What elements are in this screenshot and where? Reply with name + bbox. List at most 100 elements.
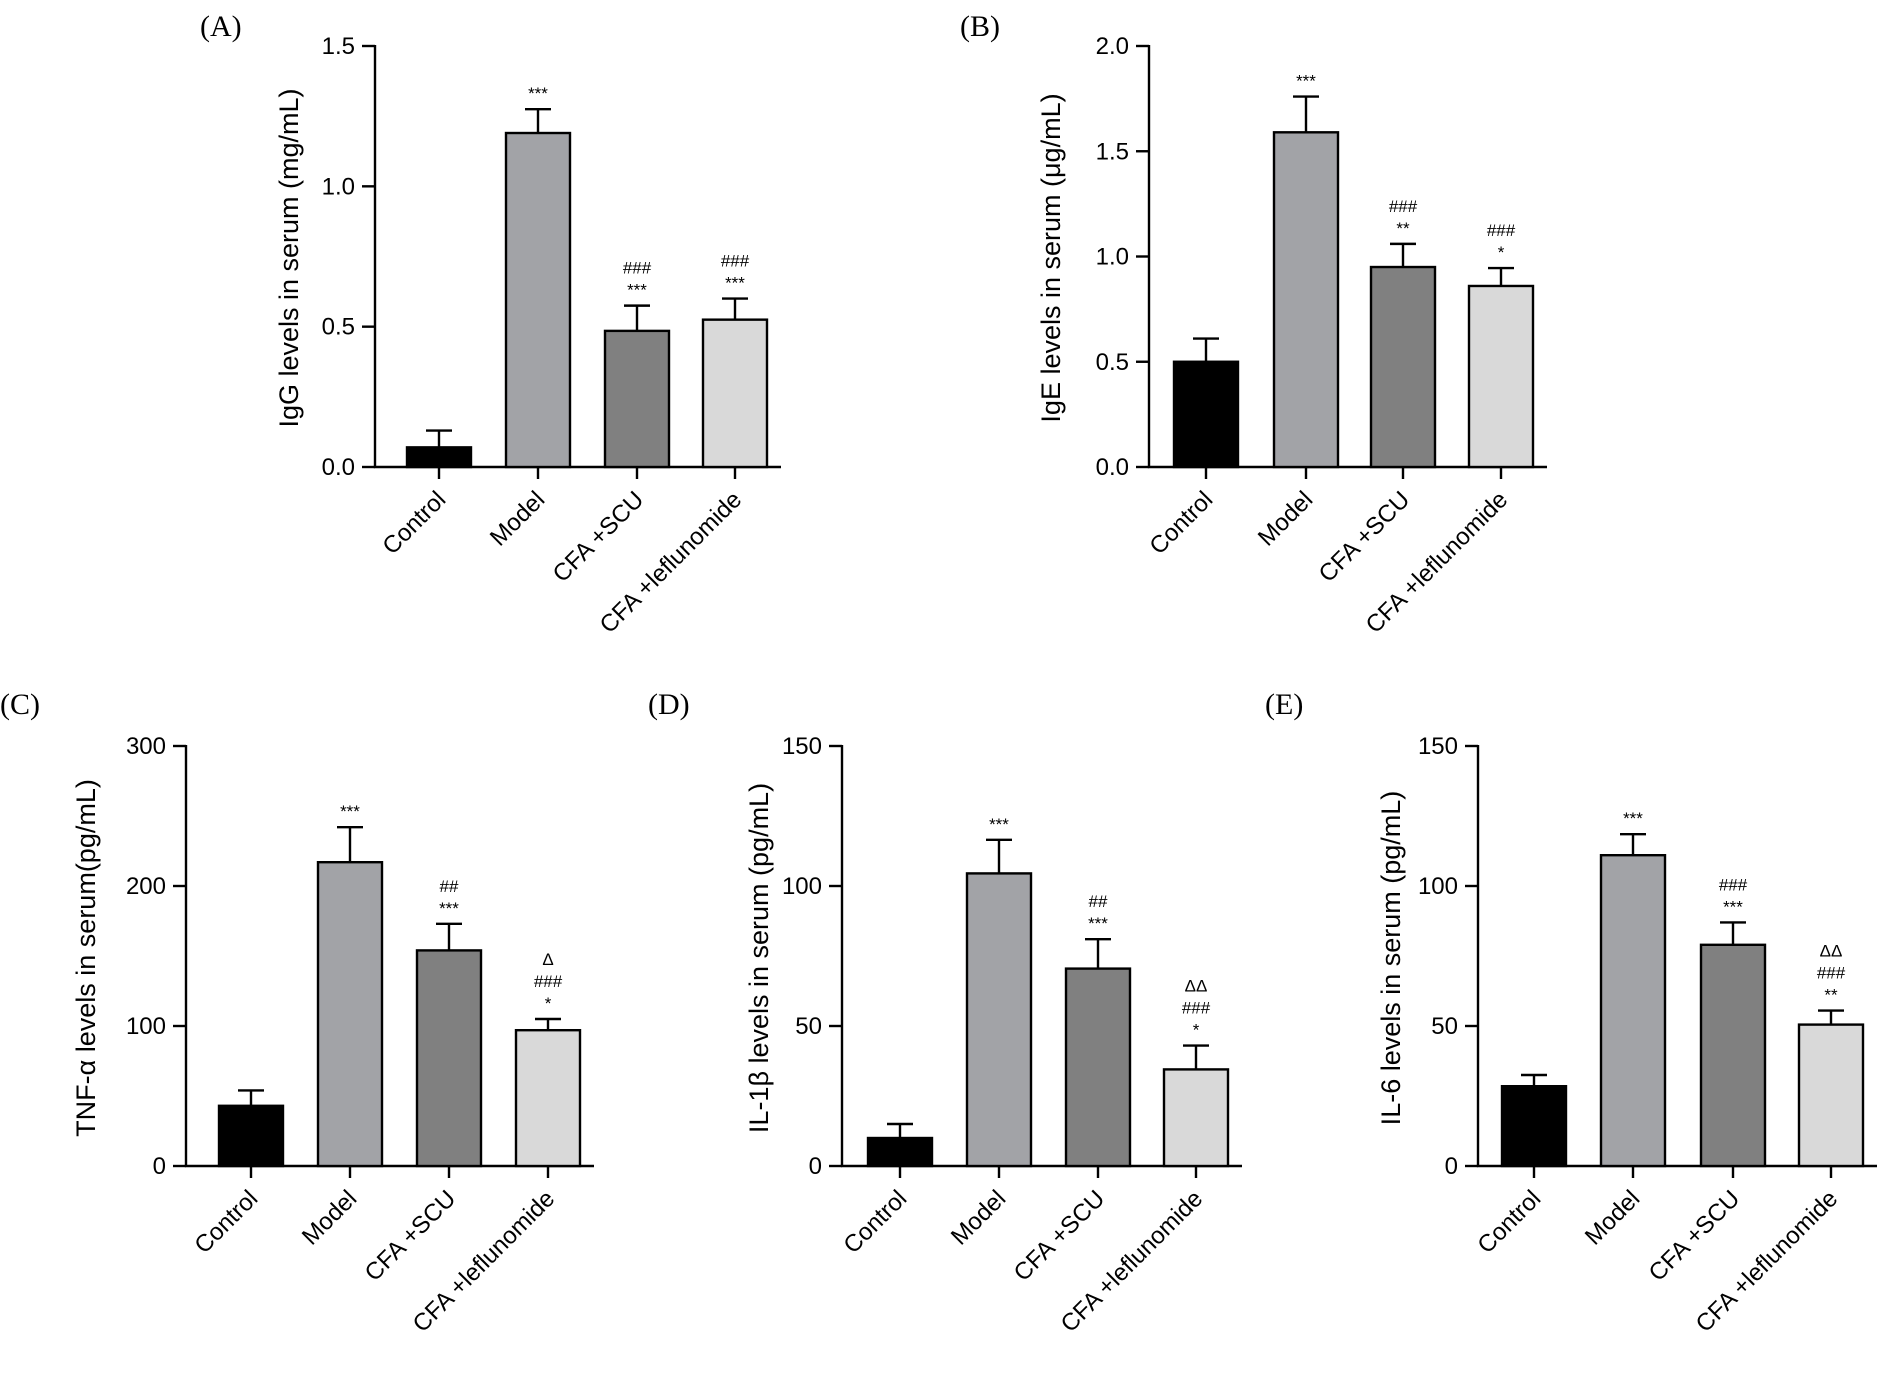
y-tick-label: 0: [153, 1153, 166, 1180]
significance-annotation: Δ: [542, 950, 553, 969]
bar: [1172, 360, 1240, 469]
significance-annotation: ***: [340, 802, 360, 821]
significance-annotation: ###: [1487, 221, 1516, 240]
category-label: CFA +SCU: [1644, 1185, 1746, 1287]
category-label: Model: [485, 486, 550, 551]
y-tick-label: 100: [126, 1013, 166, 1040]
category-label: Model: [946, 1185, 1011, 1250]
y-axis-label: IL-6 levels in serum (pg/mL): [1376, 791, 1406, 1126]
y-tick-label: 50: [1431, 1013, 1458, 1040]
bar: [1699, 943, 1767, 1168]
y-tick-label: 1.5: [322, 33, 355, 60]
bar: [866, 1136, 934, 1168]
bar: [1467, 284, 1535, 469]
significance-annotation: ΔΔ: [1185, 977, 1208, 996]
significance-annotation: ***: [439, 899, 459, 918]
y-tick-label: 0: [1445, 1153, 1458, 1180]
category-label: Control: [189, 1185, 263, 1259]
y-tick-label: 50: [795, 1013, 822, 1040]
bar: [1162, 1068, 1230, 1168]
y-tick-label: 1.0: [322, 173, 355, 200]
significance-annotation: **: [1396, 219, 1410, 238]
y-tick-label: 150: [782, 733, 822, 760]
y-tick-label: 0.0: [1096, 454, 1129, 481]
category-label: CFA +SCU: [1009, 1185, 1111, 1287]
y-tick-label: 0.0: [322, 454, 355, 481]
y-axis-label: IgE levels in serum (μg/mL): [1036, 93, 1066, 422]
significance-annotation: ***: [1623, 809, 1643, 828]
y-tick-label: 200: [126, 873, 166, 900]
y-tick-label: 1.0: [1096, 244, 1129, 271]
chart-panel-a: (A) 0.0 0.5 1.0 1.5 IgG levels in serum (mg/m…: [200, 10, 781, 639]
category-label: Model: [297, 1185, 362, 1250]
chart-panel-d: (D) 0 50 100 150 IL-1β levels in serum (pg/mL…: [648, 688, 1242, 1338]
significance-annotation: ***: [1723, 897, 1743, 916]
y-axis-label: TNF-α levels in serum(pg/mL): [71, 779, 101, 1137]
significance-annotation: ΔΔ: [1820, 942, 1843, 961]
y-tick-label: 300: [126, 733, 166, 760]
y-tick-label: 0.5: [1096, 349, 1129, 376]
y-axis-label: IgG levels in serum (mg/mL): [274, 88, 304, 427]
significance-annotation: *: [1498, 243, 1505, 262]
y-axis-label: IL-1β levels in serum (pg/mL): [744, 783, 774, 1133]
panel-label: (B): [960, 10, 1000, 43]
y-tick-label: 1.5: [1096, 138, 1129, 165]
significance-annotation: ***: [725, 274, 745, 293]
bar: [1797, 1023, 1865, 1168]
bar: [1599, 854, 1667, 1168]
category-label: CFA +SCU: [360, 1185, 462, 1287]
bar: [965, 872, 1033, 1168]
bar: [405, 446, 473, 469]
y-tick-label: 0.5: [322, 314, 355, 341]
bar: [1369, 265, 1437, 469]
significance-annotation: ###: [534, 972, 563, 991]
category-label: Model: [1580, 1185, 1645, 1250]
significance-annotation: ###: [1389, 197, 1418, 216]
bar: [603, 329, 671, 469]
chart-panel-b: (B) 0.0 0.5 1.0 1.5 2.0 IgE levels in serum (μ…: [960, 10, 1547, 639]
category-label: Model: [1253, 486, 1318, 551]
bar: [701, 318, 769, 469]
y-tick-label: 150: [1418, 733, 1458, 760]
panel-label: (D): [648, 688, 690, 721]
bar: [514, 1028, 582, 1168]
bar: [504, 131, 572, 469]
y-tick-label: 100: [1418, 873, 1458, 900]
significance-annotation: *: [545, 994, 552, 1013]
category-label: Control: [377, 486, 451, 560]
category-label: Control: [838, 1185, 912, 1259]
bar: [316, 861, 384, 1168]
category-label: Control: [1472, 1185, 1546, 1259]
bar: [1500, 1084, 1568, 1168]
bar: [217, 1104, 285, 1168]
significance-annotation: **: [1824, 986, 1838, 1005]
panel-label: (A): [200, 10, 242, 43]
significance-annotation: ###: [1182, 999, 1211, 1018]
category-label: CFA +SCU: [1314, 486, 1416, 588]
significance-annotation: ###: [623, 259, 652, 278]
significance-annotation: ***: [1088, 914, 1108, 933]
significance-annotation: ***: [627, 281, 647, 300]
y-tick-label: 2.0: [1096, 33, 1129, 60]
chart-panel-e: (E) 0 50 100 150 IL-6 levels in serum (pg/mL)…: [1265, 688, 1877, 1338]
category-label: Control: [1144, 486, 1218, 560]
significance-annotation: *: [1193, 1021, 1200, 1040]
significance-annotation: ***: [989, 815, 1009, 834]
category-label: CFA +SCU: [548, 486, 650, 588]
significance-annotation: ***: [528, 84, 548, 103]
panel-label: (E): [1265, 688, 1303, 721]
significance-annotation: ##: [440, 877, 459, 896]
chart-panel-c: (C) 0 100 200 300 TNF-α levels in serum(pg/mL…: [0, 688, 594, 1338]
y-tick-label: 100: [782, 873, 822, 900]
significance-annotation: ###: [1817, 964, 1846, 983]
significance-annotation: ***: [1296, 72, 1316, 91]
significance-annotation: ###: [721, 252, 750, 271]
bar: [1272, 131, 1340, 469]
significance-annotation: ##: [1089, 892, 1108, 911]
bar: [1064, 967, 1132, 1168]
bar: [415, 949, 483, 1168]
y-tick-label: 0: [809, 1153, 822, 1180]
significance-annotation: ###: [1719, 875, 1748, 894]
panel-label: (C): [0, 688, 40, 721]
